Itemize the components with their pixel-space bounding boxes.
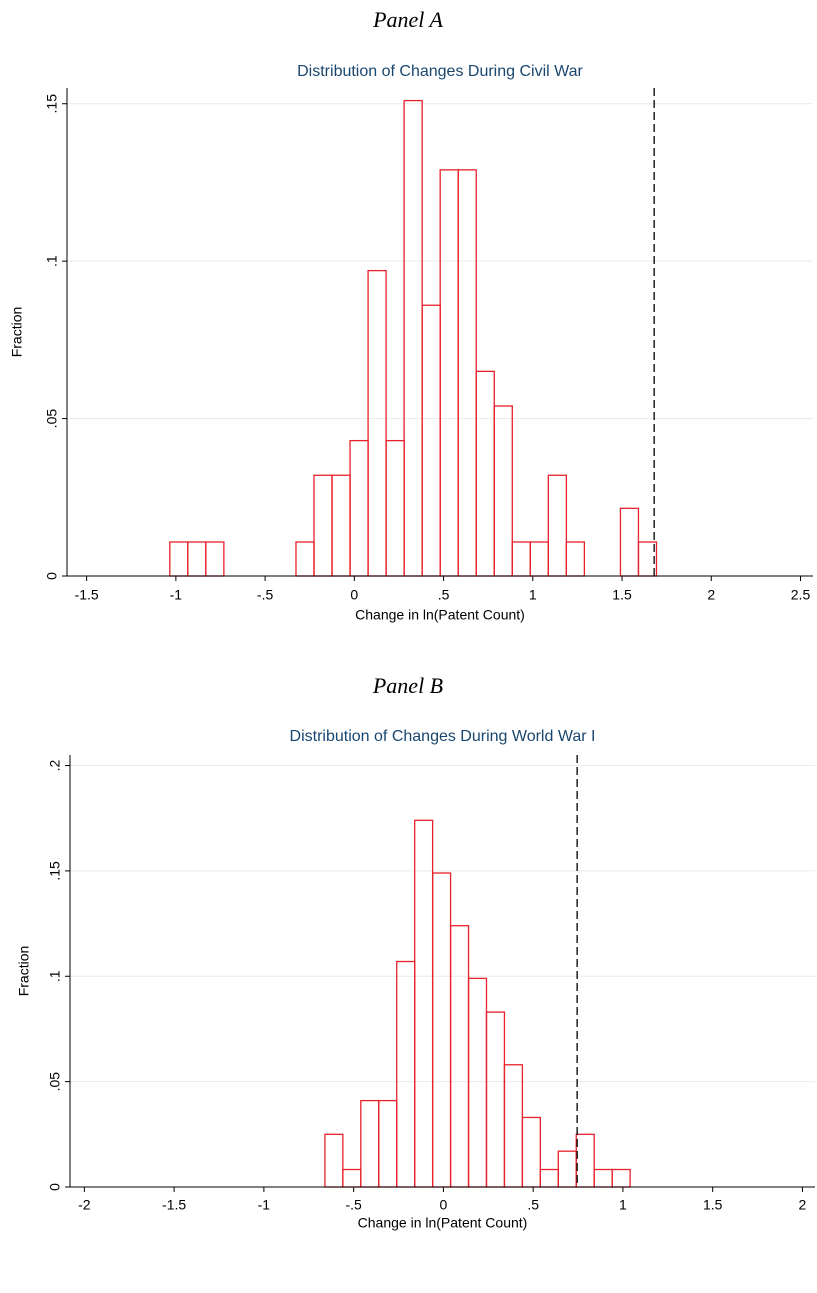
chart-title: Distribution of Changes During Civil War bbox=[297, 63, 583, 80]
x-tick-label: 0 bbox=[439, 1197, 447, 1213]
y-tick-label: 0 bbox=[44, 572, 60, 580]
x-tick-label: -1 bbox=[170, 587, 183, 603]
y-axis-label: Fraction bbox=[9, 307, 25, 358]
x-tick-label: 0 bbox=[350, 587, 358, 603]
x-tick-label: -.5 bbox=[257, 587, 274, 603]
bar bbox=[421, 304, 441, 577]
x-tick-label: -1.5 bbox=[162, 1197, 186, 1213]
bar bbox=[529, 541, 549, 577]
bar bbox=[547, 474, 568, 577]
panel-label: Panel B bbox=[372, 673, 443, 698]
x-tick-label: .5 bbox=[438, 587, 450, 603]
bar bbox=[403, 99, 423, 577]
x-tick-label: 2 bbox=[707, 587, 715, 603]
x-tick-label: 2 bbox=[799, 1197, 807, 1213]
bar bbox=[313, 474, 333, 577]
x-tick-label: 1 bbox=[529, 587, 537, 603]
bar bbox=[385, 439, 405, 577]
bar bbox=[467, 977, 488, 1188]
bar bbox=[378, 1099, 398, 1188]
bar bbox=[521, 1116, 541, 1188]
x-tick-label: 1.5 bbox=[703, 1197, 723, 1213]
y-tick-label: .1 bbox=[47, 970, 63, 982]
y-tick-label: 0 bbox=[47, 1183, 63, 1191]
bar bbox=[619, 507, 640, 577]
y-tick-label: .1 bbox=[44, 255, 60, 267]
bar bbox=[169, 541, 189, 577]
bar bbox=[611, 1168, 631, 1188]
x-axis-label: Change in ln(Patent Count) bbox=[355, 607, 525, 623]
x-axis-label: Change in ln(Patent Count) bbox=[358, 1215, 528, 1231]
y-axis-label: Fraction bbox=[16, 946, 32, 997]
x-tick-label: -2 bbox=[78, 1197, 91, 1213]
x-tick-label: 1.5 bbox=[612, 587, 632, 603]
bar bbox=[457, 169, 477, 577]
y-tick-label: .15 bbox=[47, 861, 63, 881]
bar bbox=[205, 541, 225, 577]
bar bbox=[493, 405, 513, 577]
bar bbox=[295, 541, 315, 577]
bar bbox=[360, 1099, 380, 1188]
bar bbox=[565, 541, 586, 577]
bar bbox=[557, 1150, 577, 1188]
bar bbox=[539, 1168, 559, 1188]
x-tick-label: .5 bbox=[527, 1197, 539, 1213]
y-tick-label: .05 bbox=[44, 409, 60, 429]
bar bbox=[449, 925, 470, 1188]
bar bbox=[187, 541, 207, 577]
y-tick-label: .05 bbox=[47, 1072, 63, 1092]
x-tick-label: -.5 bbox=[345, 1197, 362, 1213]
bar bbox=[367, 269, 387, 577]
bar bbox=[324, 1133, 344, 1188]
bar bbox=[575, 1133, 595, 1188]
bar bbox=[431, 872, 452, 1188]
y-tick-label: .15 bbox=[44, 94, 60, 114]
x-tick-label: -1.5 bbox=[75, 587, 99, 603]
bar bbox=[331, 474, 351, 577]
bar bbox=[342, 1168, 362, 1188]
bar bbox=[396, 960, 416, 1188]
bar bbox=[503, 1064, 524, 1188]
x-tick-label: 2.5 bbox=[791, 587, 811, 603]
x-tick-label: 1 bbox=[619, 1197, 627, 1213]
chart-title: Distribution of Changes During World War… bbox=[290, 728, 596, 745]
x-tick-label: -1 bbox=[258, 1197, 271, 1213]
bar bbox=[593, 1168, 613, 1188]
panel-label: Panel A bbox=[372, 7, 443, 32]
bar bbox=[349, 439, 369, 577]
bar bbox=[475, 370, 495, 577]
bar bbox=[511, 541, 531, 577]
bar bbox=[414, 819, 434, 1188]
bar bbox=[485, 1011, 506, 1188]
y-tick-label: .2 bbox=[47, 759, 63, 771]
bar bbox=[439, 169, 459, 577]
